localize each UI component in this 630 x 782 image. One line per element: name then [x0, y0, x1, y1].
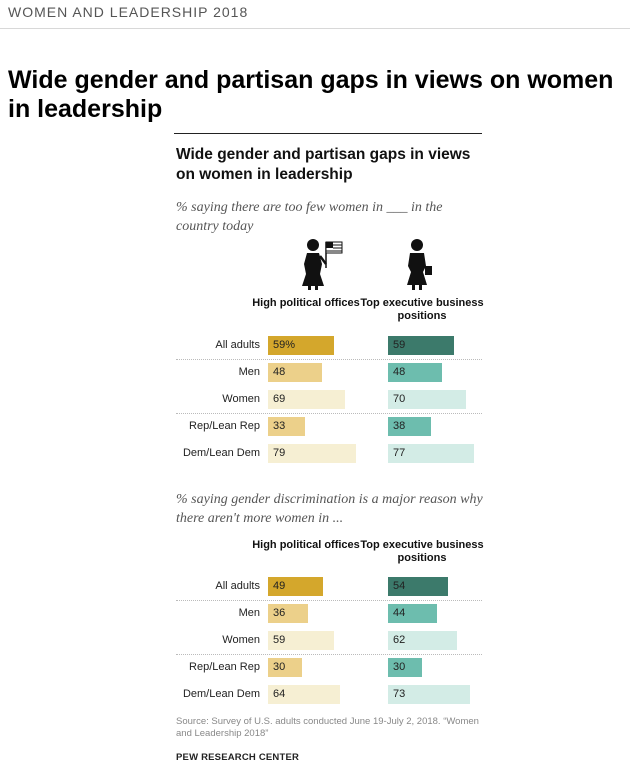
row-label-dem-lean-dem: Dem/Lean Dem [182, 688, 260, 700]
bar-value-label: 79 [273, 447, 286, 459]
row-label-women: Women [222, 634, 260, 646]
source-note: Source: Survey of U.S. adults conducted … [176, 716, 479, 739]
bar-political-women [268, 631, 334, 650]
bar-political-all-adults [268, 336, 334, 355]
row-label-all-adults: All adults [215, 339, 260, 351]
panel-1-column-political: High political offices [252, 297, 360, 309]
bar-business-women [388, 631, 457, 650]
bar-business-dem-lean-dem [388, 685, 470, 704]
bar-value-label: 62 [393, 634, 406, 646]
woman-with-flag-icon [296, 238, 346, 295]
bar-value-label: 54 [393, 580, 406, 592]
bar-value-label: 33 [273, 420, 286, 432]
row-separator [176, 654, 482, 655]
bar-business-men [388, 363, 442, 382]
row-label-dem-lean-dem: Dem/Lean Dem [182, 447, 260, 459]
panel-2-column-business: Top executive business positions [360, 539, 484, 564]
businesswoman-icon [402, 238, 434, 295]
bar-political-men [268, 363, 322, 382]
bar-value-label: 44 [393, 607, 406, 619]
bar-political-women [268, 390, 345, 409]
row-separator [176, 359, 482, 360]
bar-business-rep-lean-rep [388, 417, 431, 436]
bar-business-all-adults [388, 336, 454, 355]
panel-2-column-political: High political offices [252, 539, 360, 551]
page-headline: Wide gender and partisan gaps in views o… [8, 66, 614, 123]
bar-value-label: 69 [273, 393, 286, 405]
bar-value-label: 30 [273, 661, 286, 673]
brand-logo-text: PEW RESEARCH CENTER [176, 752, 300, 763]
bar-value-label: 30 [393, 661, 406, 673]
row-label-rep-lean-rep: Rep/Lean Rep [189, 420, 260, 432]
chart-title: Wide gender and partisan gaps in views o… [176, 146, 471, 183]
bar-political-all-adults [268, 577, 323, 596]
bar-business-dem-lean-dem [388, 444, 474, 463]
row-label-all-adults: All adults [215, 580, 260, 592]
bar-political-dem-lean-dem [268, 444, 356, 463]
row-separator [176, 600, 482, 601]
bar-value-label: 70 [393, 393, 406, 405]
kicker-divider [0, 28, 630, 29]
row-label-women: Women [222, 393, 260, 405]
bar-value-label: 38 [393, 420, 406, 432]
panel-1-column-business: Top executive business positions [360, 297, 484, 322]
row-separator [176, 413, 482, 414]
bar-business-rep-lean-rep [388, 658, 422, 677]
bar-value-label: 77 [393, 447, 406, 459]
bar-political-rep-lean-rep [268, 658, 302, 677]
bar-value-label: 48 [273, 366, 286, 378]
bar-business-all-adults [388, 577, 448, 596]
bar-political-rep-lean-rep [268, 417, 305, 436]
row-label-rep-lean-rep: Rep/Lean Rep [189, 661, 260, 673]
bar-value-label: 64 [273, 688, 286, 700]
bar-political-dem-lean-dem [268, 685, 340, 704]
row-label-men: Men [238, 607, 260, 619]
panel-2-subtitle: % saying gender discrimination is a majo… [176, 492, 483, 526]
bar-value-label: 36 [273, 607, 286, 619]
bar-value-label: 73 [393, 688, 406, 700]
bar-business-men [388, 604, 437, 623]
bar-value-label: 59 [273, 634, 286, 646]
bar-value-label: 59% [273, 339, 296, 351]
bar-value-label: 59 [393, 339, 406, 351]
panel-1-subtitle: % saying there are too few women in ___ … [176, 200, 443, 234]
bar-value-label: 49 [273, 580, 286, 592]
bar-political-men [268, 604, 308, 623]
chart-top-rule [174, 133, 482, 134]
bar-business-women [388, 390, 466, 409]
row-label-men: Men [238, 366, 260, 378]
bar-value-label: 48 [393, 366, 406, 378]
section-kicker: WOMEN AND LEADERSHIP 2018 [8, 4, 249, 20]
